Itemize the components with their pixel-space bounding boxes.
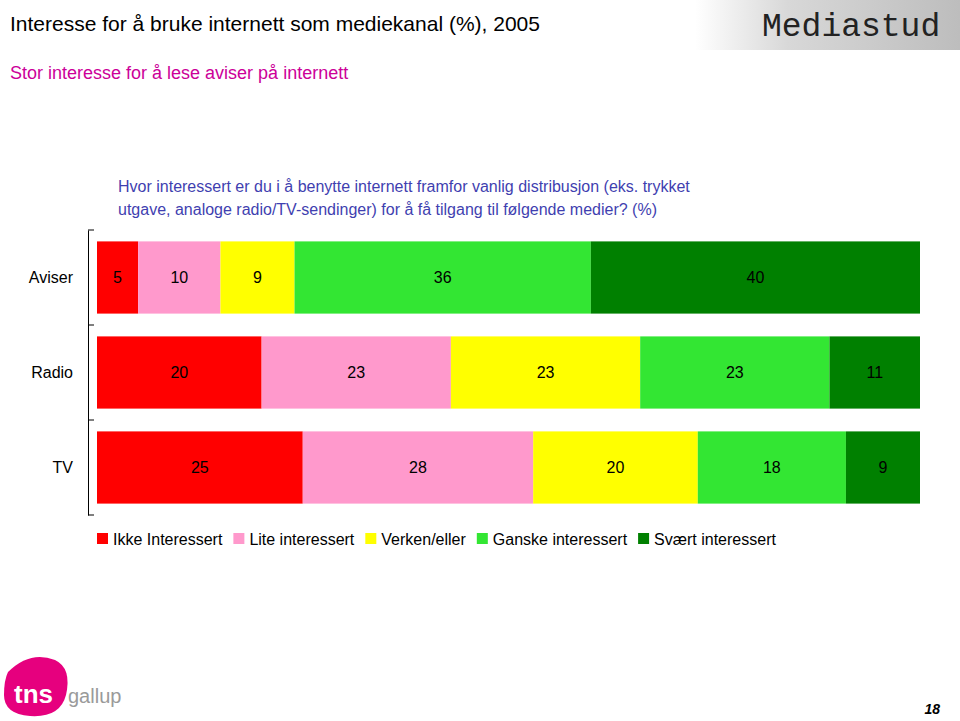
data-label: 25 xyxy=(191,459,209,476)
axis-divider xyxy=(88,325,94,326)
page-number: 18 xyxy=(924,701,940,717)
title: Interesse for å bruke internett som medi… xyxy=(10,12,540,35)
axis-line xyxy=(88,231,89,516)
data-label: 28 xyxy=(409,459,427,476)
logo-text: tns xyxy=(14,679,53,709)
logo-shape xyxy=(4,657,68,716)
legend-swatch xyxy=(477,533,488,544)
bar-segment xyxy=(451,336,640,408)
tick: Aviser xyxy=(29,269,88,286)
data-label: 10 xyxy=(170,269,188,286)
bar-segment xyxy=(97,431,303,503)
bar-segment xyxy=(220,241,294,313)
data-label: 23 xyxy=(537,364,555,381)
legend-item: Svært interessert xyxy=(638,531,776,548)
bar-segment xyxy=(533,431,698,503)
question-text: Hvor interessert er du i å benytte inter… xyxy=(118,178,690,195)
bar-segment xyxy=(97,336,262,408)
logo-text: Mediastud xyxy=(762,9,940,46)
bar-segment xyxy=(303,431,533,503)
data-label: 11 xyxy=(866,364,883,381)
tick-label: Aviser xyxy=(29,269,74,286)
tick-label: TV xyxy=(53,459,74,476)
bar-segment xyxy=(640,336,829,408)
data-label: 9 xyxy=(879,459,888,476)
bar-segment xyxy=(295,241,591,313)
legend-label: Ganske interessert xyxy=(493,531,628,548)
data-label: 20 xyxy=(170,364,188,381)
legend: Ikke Interessert Lite interessert Verken/e… xyxy=(97,531,776,548)
legend-label: Ikke Interessert xyxy=(113,531,223,548)
data-label: 23 xyxy=(347,364,365,381)
data-label: 18 xyxy=(763,459,781,476)
legend-label: Lite interessert xyxy=(249,531,354,548)
legend-item: Ikke Interessert xyxy=(97,531,223,548)
legend-item: Verken/eller xyxy=(365,531,466,548)
legend-swatch xyxy=(365,533,376,544)
legend-label: Verken/eller xyxy=(381,531,466,548)
subtitle: Stor interesse for å lese aviser på inte… xyxy=(10,63,348,83)
axis-divider xyxy=(88,515,94,516)
bar-segment xyxy=(138,241,220,313)
data-label: 23 xyxy=(726,364,744,381)
bar-segment xyxy=(591,241,920,313)
tick: Radio xyxy=(31,364,88,381)
legend-item: Lite interessert xyxy=(233,531,354,548)
bar-segment xyxy=(846,431,920,503)
data-labels: 5 20 25 10 23 28 9 23 20 36 23 18 40 11 9 xyxy=(113,269,887,476)
logo-box xyxy=(695,0,960,50)
data-label: 36 xyxy=(434,269,452,286)
data-label: 9 xyxy=(253,269,262,286)
bar-segment xyxy=(829,336,920,408)
bar-segment xyxy=(262,336,451,408)
legend-swatch xyxy=(97,533,108,544)
data-label: 20 xyxy=(607,459,625,476)
chart: Interesse for å bruke internett som medi… xyxy=(0,0,960,721)
logo-text: gallup xyxy=(68,685,121,707)
bar-segment xyxy=(97,241,138,313)
legend-swatch xyxy=(233,533,244,544)
legend-label: Svært interessert xyxy=(654,531,776,548)
legend-item: Ganske interessert xyxy=(477,531,628,548)
data-label: 40 xyxy=(747,269,765,286)
bars xyxy=(97,241,920,503)
axis-divider xyxy=(88,230,94,231)
data-label: 5 xyxy=(113,269,122,286)
tick-label: Radio xyxy=(31,364,73,381)
bar-segment xyxy=(698,431,846,503)
question-text: utgave, analoge radio/TV-sendinger) for … xyxy=(118,201,657,218)
y-axis: Aviser Radio TV xyxy=(29,231,89,516)
tick: TV xyxy=(53,459,88,476)
axis-divider xyxy=(88,420,94,421)
legend-swatch xyxy=(638,533,649,544)
